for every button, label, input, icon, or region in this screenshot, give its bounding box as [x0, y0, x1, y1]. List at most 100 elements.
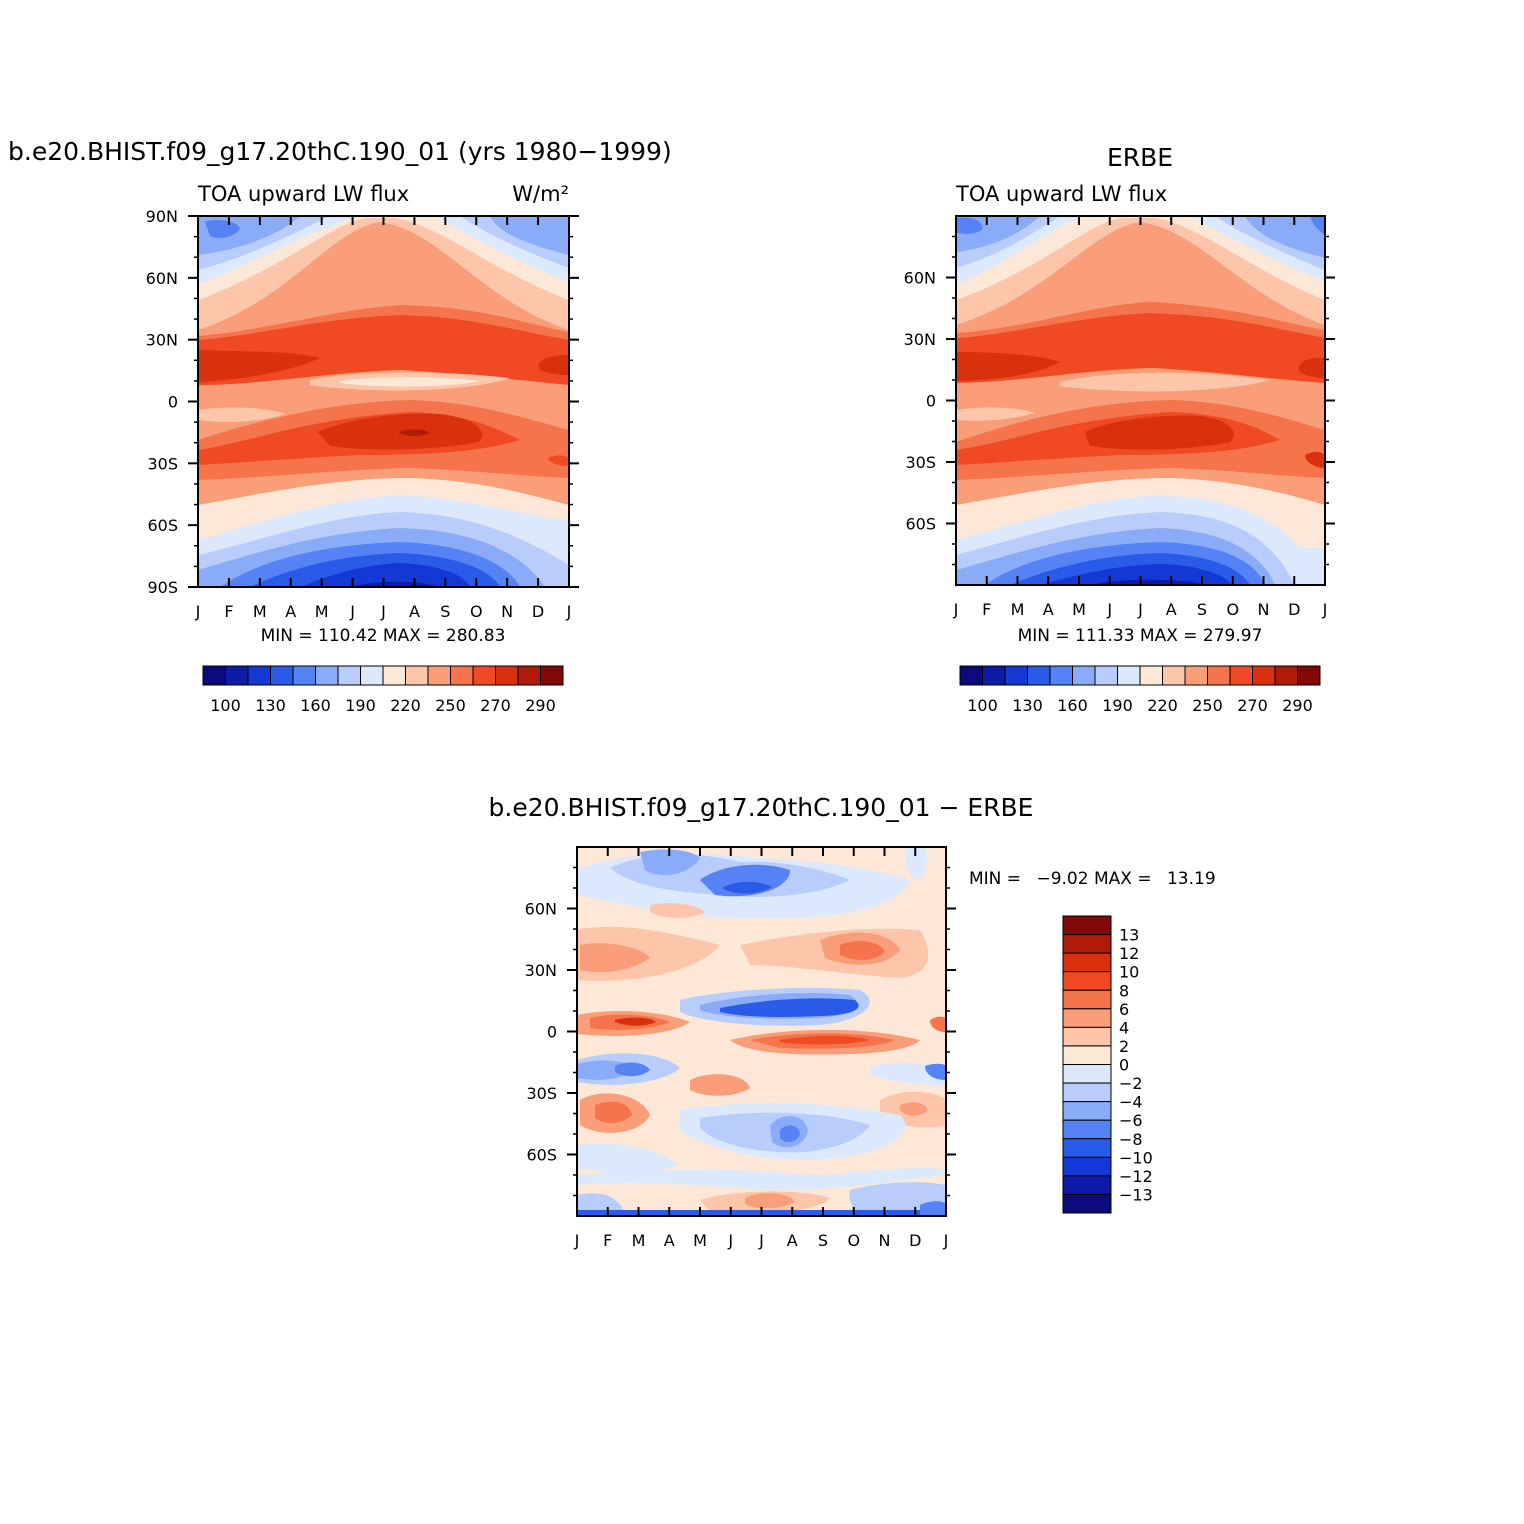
colorbar-label: 13 — [1119, 926, 1139, 945]
colorbar-swatch — [1062, 1156, 1112, 1177]
colorbar-label: 250 — [435, 696, 466, 715]
colorbar-swatch — [405, 665, 429, 686]
x-tick-label: M — [632, 1231, 646, 1250]
colorbar-label: −10 — [1119, 1148, 1153, 1167]
panel-3-field — [577, 847, 946, 1216]
x-tick-label: A — [787, 1231, 798, 1250]
colorbar-swatch — [1062, 989, 1112, 1010]
colorbar-swatch — [1062, 934, 1112, 954]
x-tick-label: A — [285, 602, 296, 621]
colorbar-swatch — [1062, 1138, 1112, 1158]
x-tick-label: S — [818, 1231, 828, 1250]
colorbar-label: 100 — [967, 696, 998, 715]
x-tick-label: F — [982, 600, 991, 619]
colorbar-label: 190 — [1102, 696, 1133, 715]
colorbar-swatch — [1207, 665, 1231, 686]
colorbar-swatch — [1049, 665, 1073, 686]
x-tick-label: D — [532, 602, 544, 621]
x-tick-label: J — [727, 1231, 733, 1250]
y-tick-label: 30N — [525, 961, 557, 980]
colorbar-swatch — [292, 665, 316, 686]
colorbar-label: 220 — [390, 696, 421, 715]
colorbar-swatch — [517, 665, 541, 686]
colorbar-label: 100 — [210, 696, 241, 715]
colorbar-label: 6 — [1119, 1000, 1129, 1019]
x-tick-label: F — [224, 602, 233, 621]
colorbar-label: −4 — [1119, 1093, 1143, 1112]
x-tick-label: S — [440, 602, 450, 621]
colorbar-label: 160 — [300, 696, 331, 715]
y-tick-label: 90N — [146, 207, 178, 226]
x-tick-label: J — [380, 602, 386, 621]
x-tick-label: M — [1011, 600, 1025, 619]
colorbar-swatch — [959, 665, 983, 686]
panel-erbe: ERBE TOA upward LW flux — [904, 143, 1335, 715]
y-tick-label: 90S — [147, 578, 178, 597]
y-tick-label: 60S — [905, 515, 936, 534]
x-tick-label: J — [195, 602, 201, 621]
colorbar-label: 12 — [1119, 944, 1139, 963]
panel-1-minmax: MIN = 110.42 MAX = 280.83 — [261, 626, 506, 646]
colorbar-swatch — [1062, 1101, 1112, 1121]
y-tick-label: 30S — [905, 453, 936, 472]
colorbar-label: 130 — [255, 696, 286, 715]
colorbar-swatch — [982, 665, 1006, 686]
y-tick-label: 30S — [147, 454, 178, 473]
panel-2-subtitle: TOA upward LW flux — [955, 182, 1167, 206]
x-tick-label: N — [501, 602, 513, 621]
colorbar-swatch — [1004, 665, 1028, 686]
panel-3-title: b.e20.BHIST.f09_g17.20thC.190_01 − ERBE — [489, 793, 1034, 822]
colorbar-swatch — [1062, 971, 1112, 991]
x-tick-label: S — [1197, 600, 1207, 619]
x-tick-label: J — [953, 600, 959, 619]
colorbar-swatch — [1062, 1064, 1112, 1084]
x-tick-label: D — [909, 1231, 921, 1250]
colorbar-swatch — [1027, 665, 1051, 686]
x-tick-label: J — [566, 602, 572, 621]
colorbar-label: 8 — [1119, 981, 1129, 1000]
panel-3-minmax: MIN = −9.02 MAX = 13.19 — [969, 869, 1216, 889]
colorbar-swatch — [315, 665, 339, 686]
y-tick-label: 60S — [147, 516, 178, 535]
colorbar-label: −12 — [1119, 1167, 1153, 1186]
colorbar-label: 290 — [1282, 696, 1313, 715]
x-tick-label: J — [758, 1231, 764, 1250]
x-tick-label: O — [847, 1231, 860, 1250]
x-tick-label: J — [1106, 600, 1112, 619]
colorbar-swatch — [427, 665, 451, 686]
colorbar-swatch — [247, 665, 271, 686]
x-tick-label: D — [1288, 600, 1300, 619]
y-tick-label: 60N — [904, 269, 936, 288]
colorbar-swatch — [1062, 1082, 1112, 1103]
colorbar-swatch — [1062, 1045, 1112, 1065]
colorbar-swatch — [1062, 1026, 1112, 1047]
y-tick-label: 30N — [904, 330, 936, 349]
x-tick-label: M — [693, 1231, 707, 1250]
x-tick-label: J — [1322, 600, 1328, 619]
colorbar-swatch — [202, 665, 226, 686]
colorbar-label: −6 — [1119, 1111, 1143, 1130]
colorbar-swatch — [337, 665, 361, 686]
colorbar-label: −8 — [1119, 1130, 1143, 1149]
y-tick-label: 60S — [526, 1146, 557, 1165]
x-tick-label: F — [603, 1231, 612, 1250]
x-tick-label: A — [409, 602, 420, 621]
panel-model: b.e20.BHIST.f09_g17.20thC.190_01 (yrs 19… — [8, 137, 672, 715]
colorbar-swatch — [1252, 665, 1276, 686]
colorbar-swatch — [1139, 665, 1163, 686]
panel-difference: b.e20.BHIST.f09_g17.20thC.190_01 − ERBE — [489, 793, 1216, 1250]
colorbar-label: 220 — [1147, 696, 1178, 715]
panel-1-colorbar: 100 130 160 190 220 250 270 290 — [202, 665, 564, 715]
y-tick-label: 60N — [525, 900, 557, 919]
colorbar-swatch — [1062, 1175, 1112, 1195]
x-tick-label: A — [1043, 600, 1054, 619]
x-tick-label: J — [1137, 600, 1143, 619]
colorbar-label: 0 — [1119, 1056, 1129, 1075]
colorbar-swatch — [1072, 665, 1096, 686]
colorbar-swatch — [270, 665, 294, 686]
colorbar-label: −13 — [1119, 1185, 1153, 1204]
y-tick-label: 30N — [146, 331, 178, 350]
